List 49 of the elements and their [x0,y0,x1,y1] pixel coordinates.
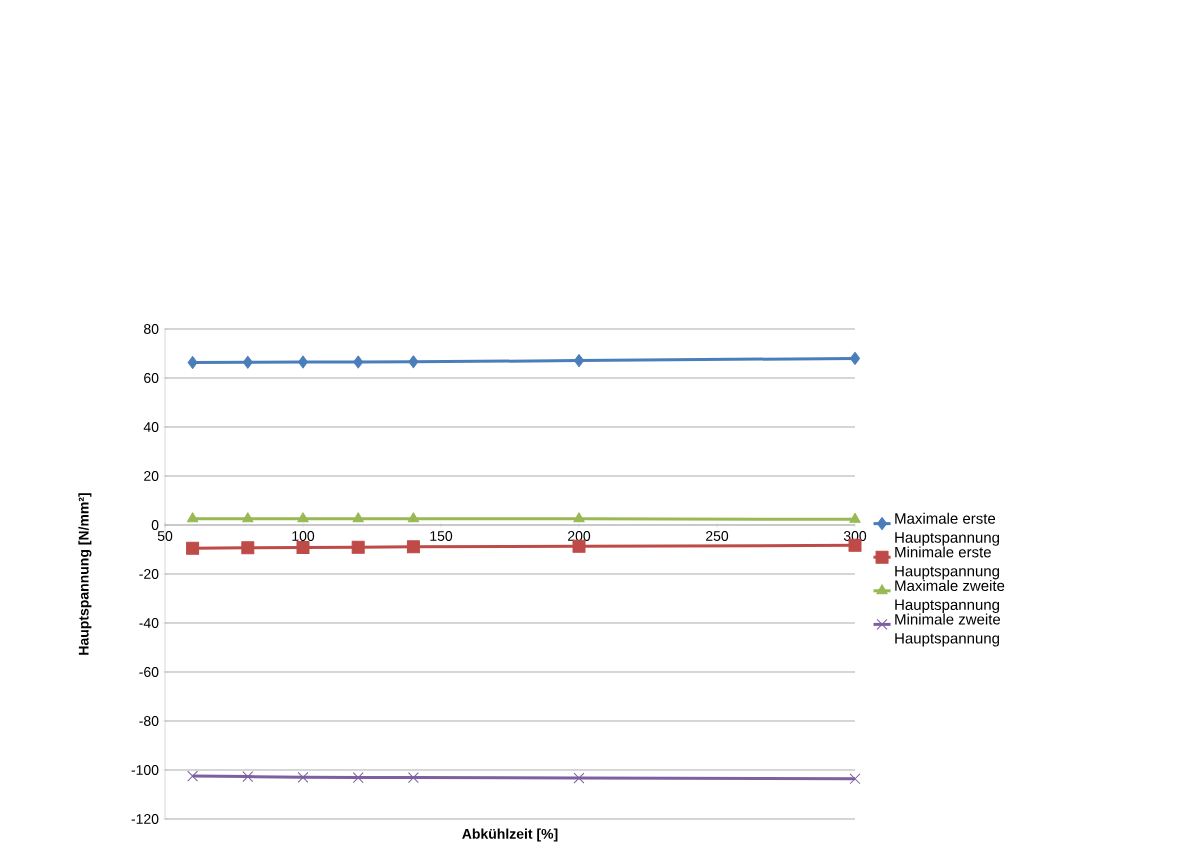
point [298,355,308,369]
y-tick-label: 40 [143,422,159,432]
x-tick-label: 150 [430,531,453,541]
point [407,512,420,523]
point [574,354,585,368]
point [242,512,254,523]
y-tick-label: -120 [131,814,159,824]
y-tick-label: 0 [151,520,159,530]
point [351,540,365,554]
point [187,770,199,782]
point [850,351,861,365]
y-tick-label: -40 [139,618,159,628]
point [187,356,198,370]
point [241,541,255,555]
point [573,772,585,784]
point [352,772,364,784]
point [408,355,419,369]
x-tick-label: 100 [292,531,315,541]
y-tick-label: 20 [144,471,159,481]
x-axis-title: Abkühlzeit [%] [462,828,558,842]
point [352,512,364,523]
legend-label: Maximale erste Hauptspannung [895,512,1000,546]
point [296,541,310,555]
x-tick-label: 250 [706,531,729,541]
point [297,771,309,783]
y-tick-label: 80 [144,324,159,334]
point [353,355,364,369]
y-tick-label: -60 [139,667,159,677]
legend-label: Minimale zweite Hauptspannung [895,613,1001,647]
x-tick-label: 300 [843,531,867,541]
point [297,512,309,523]
legend-label: Minimale erste Hauptspannung [895,546,1000,580]
point [406,540,420,554]
y-tick-label: -20 [139,569,159,579]
point [849,512,861,523]
y-tick-label: -100 [131,765,159,775]
point [186,512,199,523]
y-axis-title: Hauptspannung [N/mm²] [78,493,92,655]
point [407,772,419,784]
x-tick-label: 200 [568,531,591,541]
point [849,773,861,785]
point [186,541,200,555]
y-tick-label: 60 [144,373,159,383]
x-tick-label: 50 [157,531,173,541]
point [573,512,585,523]
legend-label: Maximale zweite Hauptspannung [895,580,1005,614]
y-tick-label: -80 [139,716,159,726]
point [242,355,253,369]
point [242,771,254,783]
